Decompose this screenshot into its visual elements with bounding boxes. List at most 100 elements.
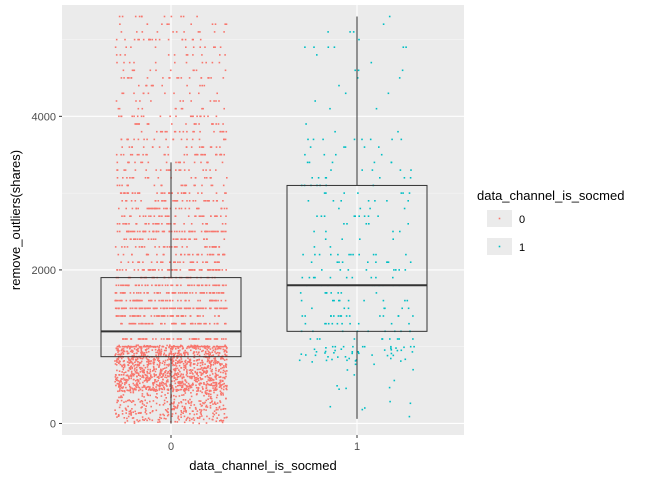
data-point [115,292,118,294]
data-point [413,345,415,348]
data-point [129,391,132,394]
data-point [199,412,202,414]
data-point [183,366,185,369]
data-point [183,253,186,256]
data-point [171,348,174,351]
data-point [174,107,177,110]
data-point [222,369,225,372]
data-point [163,383,166,385]
data-point [140,362,142,364]
data-point [173,356,175,359]
data-point [176,407,178,409]
data-point [220,299,223,302]
data-point [127,364,130,367]
data-point [186,200,188,202]
data-point [136,238,139,240]
data-point [222,200,224,202]
data-point [127,405,129,408]
data-point [172,307,175,310]
data-point [163,387,166,390]
data-point [196,15,198,18]
data-point [116,401,118,404]
data-point [176,269,178,271]
data-point [213,322,216,325]
data-point [330,292,332,294]
data-point [216,362,219,364]
data-point [150,261,153,263]
data-point [123,345,125,348]
data-point [172,364,174,367]
data-point [161,23,163,25]
data-point [205,409,207,411]
data-point [157,315,160,317]
data-point [160,315,163,317]
data-point [195,123,197,125]
data-point [169,315,172,317]
data-point [222,307,225,310]
data-point [345,315,348,317]
data-point [397,130,399,133]
data-point [208,359,210,362]
data-point [161,261,164,263]
data-point [224,192,226,194]
data-point [335,153,337,156]
data-point [176,374,178,376]
data-point [189,307,192,310]
data-point [193,367,196,369]
data-point [180,373,183,375]
data-point [180,356,182,359]
data-point [153,363,155,365]
data-point [148,372,151,375]
data-point [210,397,213,400]
data-point [205,292,208,294]
data-point [136,369,138,371]
data-point [177,292,180,294]
data-point [217,315,220,317]
data-point [160,338,163,340]
data-point [127,375,130,378]
data-point [116,361,118,363]
data-point [346,223,348,225]
data-point [174,130,177,133]
data-point [223,417,226,419]
data-point [120,395,122,397]
data-point [226,370,228,372]
data-point [180,360,183,363]
data-point [147,238,150,240]
data-point [336,385,338,387]
data-point [163,388,166,391]
data-point [164,374,167,376]
data-point [208,393,210,395]
data-point [123,350,126,353]
data-point [173,401,175,403]
data-point [218,414,220,416]
data-point [194,370,196,373]
data-point [188,299,190,302]
data-point [163,200,165,202]
data-point [121,371,123,373]
data-point [146,207,149,210]
data-point [136,350,139,352]
data-point [158,364,161,366]
data-point [152,269,155,271]
data-point [193,354,196,356]
data-point [156,31,159,33]
data-point [195,348,197,350]
data-point [213,100,215,102]
data-point [212,387,214,389]
data-point [128,377,130,380]
data-point [192,382,194,385]
data-point [369,207,371,210]
data-point [180,410,182,412]
data-point [117,253,120,256]
data-point [207,269,210,271]
data-point [117,415,120,417]
data-point [156,376,159,378]
data-point [206,375,209,377]
data-point [163,354,165,356]
data-point [151,269,154,271]
data-point [196,368,199,371]
data-point [221,421,224,424]
data-point [198,383,200,385]
boxplots [100,16,428,424]
